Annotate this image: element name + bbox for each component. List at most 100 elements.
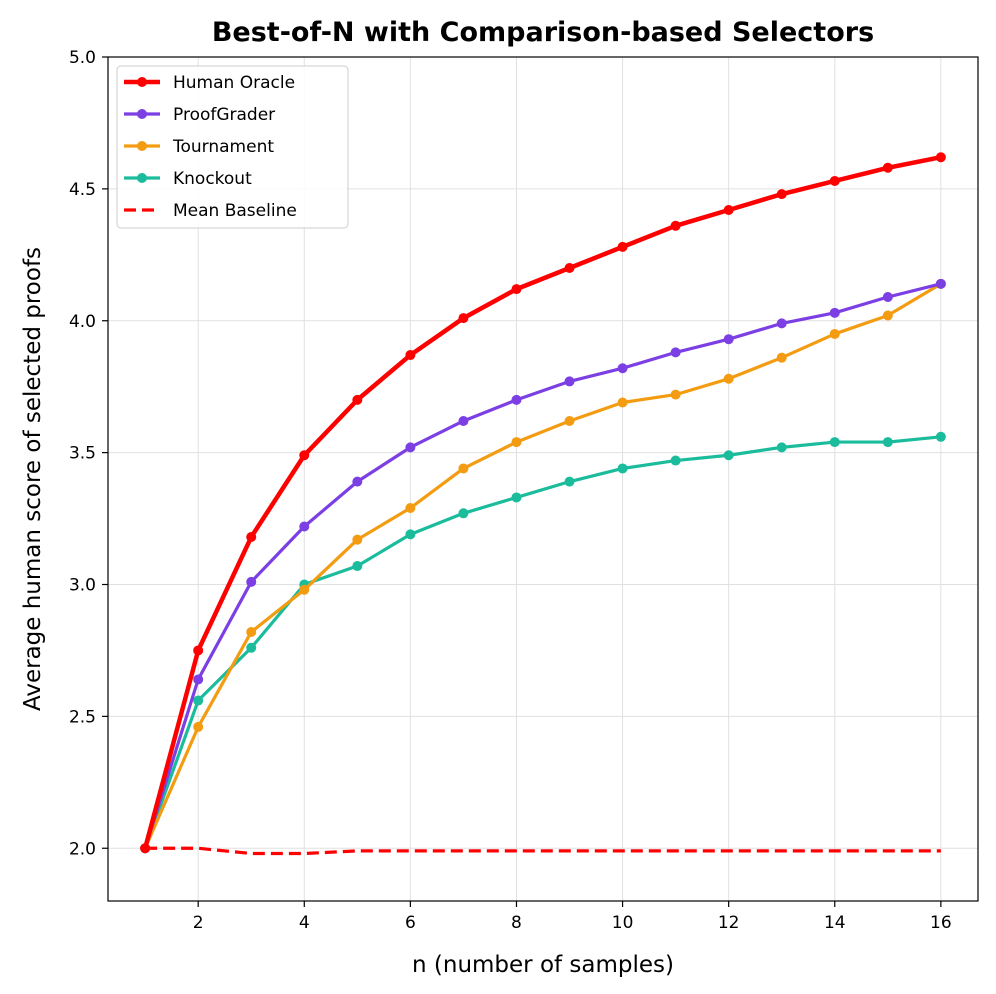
data-point-knockout [935,431,946,442]
x-tick-label: 2 [193,913,204,933]
axis-ticks: 2 4 6 8 10 12 14 16 2.0 2.5 3.0 3.5 4.0 4.5 5.0 [69,48,952,933]
data-point-proofgrader [776,318,787,329]
data-point-knockout [670,455,681,466]
data-point-tournament [670,389,681,400]
data-point-knockout [882,437,893,448]
data-point-tournament [723,373,734,384]
data-point-knockout [246,642,257,653]
x-tick-label: 4 [299,913,310,933]
y-tick-label: 5.0 [69,48,96,68]
data-point-knockout [352,561,363,572]
data-point-proofgrader [617,363,628,374]
data-point-knockout [617,463,628,474]
data-point-human-oracle [246,532,257,543]
data-point-proofgrader [723,334,734,345]
x-tick-label: 16 [930,913,952,933]
data-point-tournament [511,437,522,448]
data-point-knockout [723,450,734,461]
y-tick-label: 3.5 [69,444,96,464]
data-point-tournament [246,626,257,637]
legend-label-human-oracle: Human Oracle [173,73,295,93]
data-point-tournament [193,721,204,732]
legend-label-tournament: Tournament [172,137,274,157]
legend-marker-knockout [137,173,147,183]
legend-label-mean-baseline: Mean Baseline [173,201,297,221]
series-human-oracle [140,152,946,854]
data-point-knockout [829,437,840,448]
data-point-human-oracle [829,175,840,186]
data-point-human-oracle [299,450,310,461]
series-tournament [140,278,946,854]
legend: Human Oracle ProofGrader Tournament Knockou… [116,65,349,229]
series-line-human-oracle [142,155,942,849]
data-point-proofgrader [882,292,893,303]
data-point-proofgrader [352,476,363,487]
data-point-knockout [405,529,416,540]
legend-box [116,65,349,229]
data-point-knockout [776,442,787,453]
data-point-knockout [564,476,575,487]
legend-entry-proofgrader: ProofGrader [124,105,275,125]
x-tick-label: 8 [511,913,522,933]
data-point-human-oracle [776,189,787,200]
data-point-proofgrader [246,576,257,587]
data-point-proofgrader [935,278,946,289]
y-tick-label: 4.0 [69,312,96,332]
y-tick-label: 2.5 [69,707,96,727]
data-point-human-oracle [511,284,522,295]
plot-frame [107,56,979,902]
data-point-proofgrader [564,376,575,387]
series-mean-baseline [145,846,941,856]
y-tick-label: 4.5 [69,180,96,200]
data-point-tournament [829,328,840,339]
legend-entry-human-oracle: Human Oracle [124,73,295,93]
x-axis-label: n (number of samples) [412,952,674,978]
data-point-human-oracle [193,645,204,656]
data-point-human-oracle [140,843,151,854]
y-axis-label: Average human score of selected proofs [20,247,46,711]
data-point-human-oracle [352,394,363,405]
series-line-tournament [143,282,942,849]
data-point-tournament [299,584,310,595]
data-point-proofgrader [193,674,204,685]
data-point-human-oracle [405,350,416,361]
data-point-tournament [564,415,575,426]
data-point-tournament [776,352,787,363]
legend-marker-tournament [137,141,147,151]
legend-label-proofgrader: ProofGrader [173,105,275,125]
series-line-knockout [143,435,942,849]
series-line-proofgrader [143,282,942,849]
x-tick-label: 12 [718,913,740,933]
series-layer [140,152,946,856]
x-tick-label: 14 [824,913,846,933]
legend-entry-mean-baseline: Mean Baseline [124,201,297,221]
data-point-proofgrader [670,347,681,358]
data-point-knockout [458,508,469,519]
x-tick-label: 6 [405,913,416,933]
data-point-tournament [882,310,893,321]
series-proofgrader [140,278,946,854]
data-point-tournament [352,534,363,545]
data-point-knockout [511,492,522,503]
legend-label-knockout: Knockout [173,169,252,189]
legend-marker-proofgrader [137,109,147,119]
data-point-tournament [458,463,469,474]
data-point-human-oracle [670,220,681,231]
chart-title: Best-of-N with Comparison-based Selector… [212,17,874,48]
x-tick-label: 10 [612,913,634,933]
legend-entry-knockout: Knockout [124,169,252,189]
data-point-human-oracle [935,152,946,163]
data-point-human-oracle [723,204,734,215]
data-point-proofgrader [829,307,840,318]
series-line-mean-baseline [145,846,941,856]
y-tick-label: 2.0 [69,839,96,859]
data-point-human-oracle [882,162,893,173]
data-point-proofgrader [405,442,416,453]
data-point-tournament [617,397,628,408]
legend-marker-human-oracle [137,77,147,87]
legend-entry-tournament: Tournament [124,137,274,157]
data-point-proofgrader [511,394,522,405]
data-point-proofgrader [458,415,469,426]
data-point-tournament [405,503,416,514]
